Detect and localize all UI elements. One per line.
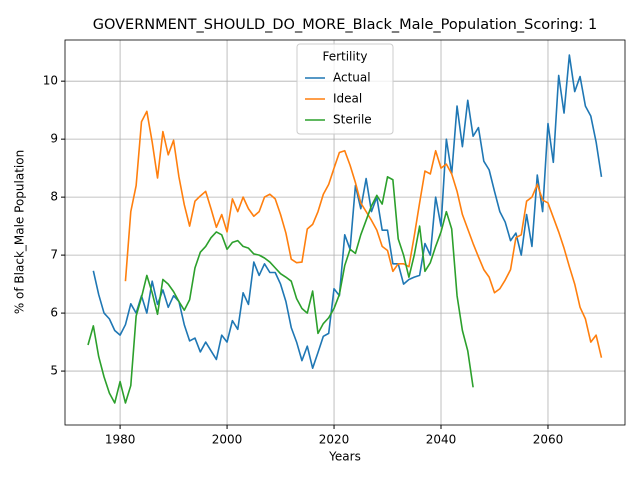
x-tick-label: 2020 <box>319 433 350 447</box>
x-tick-label: 1980 <box>105 433 136 447</box>
x-tick-label: 2060 <box>533 433 564 447</box>
y-tick-label: 5 <box>50 364 58 378</box>
plot-frame <box>64 39 626 426</box>
legend-label: Actual <box>333 71 371 85</box>
x-axis-label: Years <box>328 450 361 464</box>
legend-box <box>296 43 394 135</box>
legend-label: Sterile <box>333 113 372 127</box>
legend-label: Ideal <box>333 92 362 106</box>
y-tick-label: 7 <box>50 248 58 262</box>
y-tick-label: 10 <box>43 74 58 88</box>
y-axis-label: % of Black_Male Population <box>13 150 27 314</box>
line-series <box>124 110 603 358</box>
chart-title: GOVERNMENT_SHOULD_DO_MORE_Black_Male_Pop… <box>93 17 598 33</box>
legend-title: Fertility <box>322 50 367 64</box>
x-tick-label: 2000 <box>212 433 243 447</box>
y-tick-label: 9 <box>50 132 58 146</box>
x-tick-label: 2040 <box>426 433 457 447</box>
line-series <box>87 176 474 404</box>
y-tick-label: 6 <box>50 306 58 320</box>
y-tick-label: 8 <box>50 190 58 204</box>
